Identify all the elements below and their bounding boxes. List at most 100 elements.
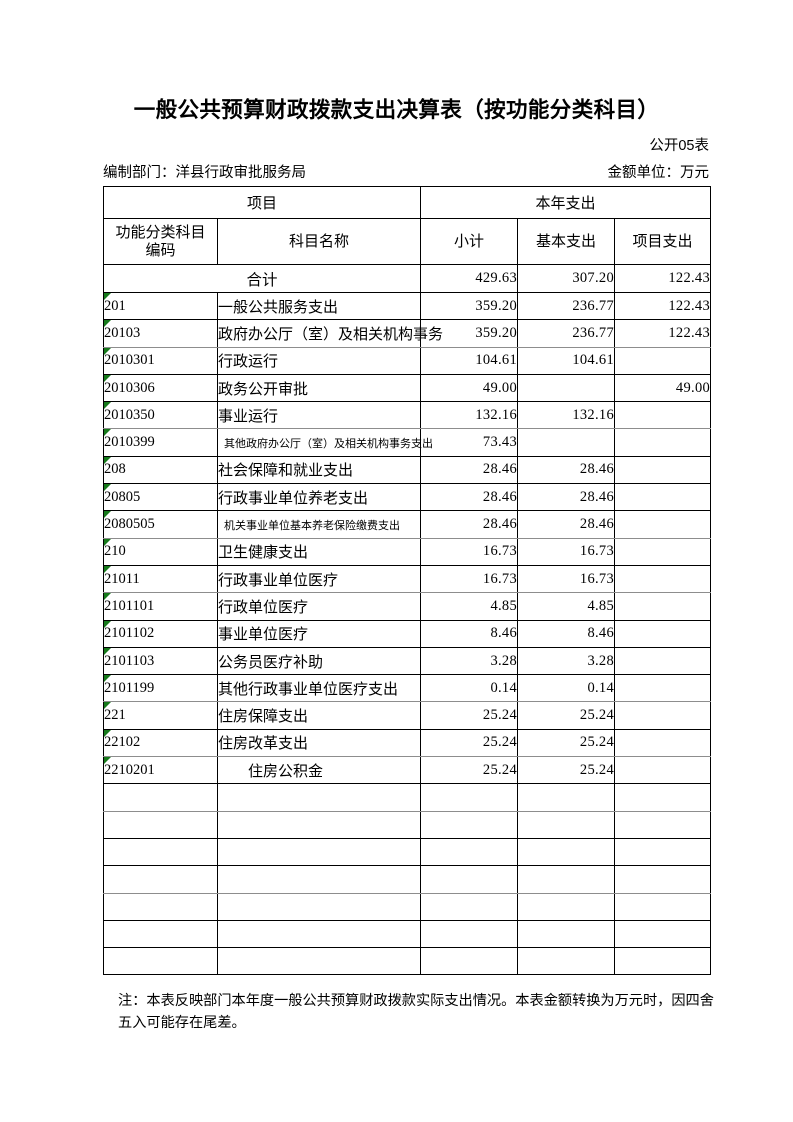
table-row: 2010306 政务公开审批 49.00 49.00	[103, 373, 712, 403]
cell-project-expenditure	[614, 646, 712, 676]
cell-function-code	[103, 865, 218, 894]
cell-subtotal: 359.20	[420, 319, 519, 348]
table-row: 221 住房保障支出 25.24 25.24	[103, 701, 712, 730]
cell-subject-name	[216, 947, 422, 976]
cell-basic-expenditure: 28.46	[517, 510, 616, 539]
cell-function-code: 208	[103, 455, 218, 485]
cell-basic-expenditure	[517, 837, 616, 867]
cell-subtotal: 3.28	[420, 646, 519, 676]
cell-project-expenditure	[614, 346, 712, 375]
cell-function-code: 2101199	[103, 674, 218, 703]
cell-subject-name: 住房改革支出	[216, 728, 422, 758]
cell-function-code: 201	[103, 291, 218, 321]
cell-project-expenditure: 122.43	[614, 291, 712, 321]
cell-project-expenditure	[614, 837, 712, 867]
cell-basic-expenditure	[517, 373, 616, 403]
table-row: 201 一般公共服务支出 359.20 236.77 122.43	[103, 291, 712, 321]
text-number-warning-icon	[104, 402, 111, 410]
table-empty-row	[103, 865, 712, 894]
cell-basic-expenditure: 28.46	[517, 483, 616, 512]
cell-basic-expenditure: 132.16	[517, 401, 616, 430]
cell-subject-name: 行政运行	[216, 346, 422, 375]
cell-subject-name: 住房公积金	[216, 756, 422, 785]
cell-subtotal: 49.00	[420, 373, 519, 403]
cell-project-expenditure	[614, 783, 712, 812]
cell-basic-expenditure: 236.77	[517, 291, 616, 321]
cell-function-code: 2101103	[103, 646, 218, 676]
table-row: 20103 政府办公厅（室）及相关机构事务 359.20 236.77 122.43	[103, 319, 712, 348]
cell-basic-expenditure: 16.73	[517, 537, 616, 566]
text-number-warning-icon	[104, 729, 111, 737]
header-basic-expenditure: 基本支出	[517, 218, 616, 265]
table-row: 2101199 其他行政事业单位医疗支出 0.14 0.14	[103, 674, 712, 703]
cell-project-expenditure	[614, 865, 712, 894]
text-number-warning-icon	[104, 456, 111, 464]
text-number-warning-icon	[104, 429, 111, 437]
cell-function-code: 2210201	[103, 756, 218, 785]
cell-function-code: 21011	[103, 564, 218, 594]
table-body: 项目 本年支出 功能分类科目 编码 科目名称 小计 基本支出 项目支出 合计 4…	[102, 186, 712, 976]
cell-function-code: 210	[103, 537, 218, 566]
text-number-warning-icon	[104, 565, 111, 573]
cell-function-code: 2010301	[103, 346, 218, 375]
text-number-warning-icon	[104, 620, 111, 628]
cell-basic-expenditure: 104.61	[517, 346, 616, 375]
cell-subject-name: 机关事业单位基本养老保险缴费支出	[216, 510, 422, 539]
text-number-warning-icon	[104, 538, 111, 546]
cell-subtotal: 104.61	[420, 346, 519, 375]
table-empty-row	[103, 947, 712, 976]
expenditure-table: 项目 本年支出 功能分类科目 编码 科目名称 小计 基本支出 项目支出 合计 4…	[102, 186, 712, 976]
cell-subject-name	[216, 919, 422, 949]
page-title: 一般公共预算财政拨款支出决算表（按功能分类科目）	[133, 98, 660, 122]
cell-basic-expenditure: 16.73	[517, 564, 616, 594]
table-row: 2101102 事业单位医疗 8.46 8.46	[103, 619, 712, 648]
table-row: 2010350 事业运行 132.16 132.16	[103, 401, 712, 430]
table-footnote: 注：本表反映部门本年度一般公共预算财政拨款实际支出情况。本表金额转换为万元时，因…	[118, 993, 714, 1031]
cell-project-expenditure: 49.00	[614, 373, 712, 403]
cell-function-code	[103, 837, 218, 867]
cell-basic-expenditure	[517, 865, 616, 894]
cell-basic-expenditure	[517, 810, 616, 839]
total-basic: 307.20	[517, 264, 616, 293]
cell-subtotal: 28.46	[420, 483, 519, 512]
cell-subject-name: 行政单位医疗	[216, 592, 422, 621]
text-number-warning-icon	[104, 702, 111, 710]
table-row: 21011 行政事业单位医疗 16.73 16.73	[103, 564, 712, 594]
cell-project-expenditure	[614, 537, 712, 566]
cell-project-expenditure	[614, 455, 712, 485]
cell-function-code: 20103	[103, 319, 218, 348]
cell-project-expenditure	[614, 810, 712, 839]
cell-basic-expenditure	[517, 428, 616, 457]
text-number-warning-icon	[104, 675, 111, 683]
header-function-code-line1: 功能分类科目	[115, 224, 206, 242]
cell-subtotal: 16.73	[420, 564, 519, 594]
text-number-warning-icon	[104, 374, 111, 382]
cell-subtotal	[420, 837, 519, 867]
table-empty-row	[103, 810, 712, 839]
cell-project-expenditure	[614, 756, 712, 785]
cell-subtotal: 4.85	[420, 592, 519, 621]
header-subtotal: 小计	[420, 218, 519, 265]
table-row: 2010399 其他政府办公厅（室）及相关机构事务支出 73.43	[103, 428, 712, 457]
cell-subtotal: 25.24	[420, 756, 519, 785]
cell-subtotal: 25.24	[420, 701, 519, 730]
header-function-code-line2: 编码	[145, 241, 176, 259]
table-row: 22102 住房改革支出 25.24 25.24	[103, 728, 712, 758]
cell-function-code	[103, 947, 218, 976]
cell-function-code: 221	[103, 701, 218, 730]
cell-function-code: 22102	[103, 728, 218, 758]
table-row: 20805 行政事业单位养老支出 28.46 28.46	[103, 483, 712, 512]
cell-function-code	[103, 783, 218, 812]
cell-subtotal: 0.14	[420, 674, 519, 703]
cell-project-expenditure: 122.43	[614, 319, 712, 348]
header-function-code: 功能分类科目 编码	[103, 218, 218, 265]
cell-subtotal	[420, 919, 519, 949]
table-row: 2080505 机关事业单位基本养老保险缴费支出 28.46 28.46	[103, 510, 712, 539]
table-empty-row	[103, 783, 712, 812]
total-project: 122.43	[614, 264, 712, 293]
cell-basic-expenditure	[517, 783, 616, 812]
cell-subject-name	[216, 892, 422, 921]
cell-basic-expenditure: 0.14	[517, 674, 616, 703]
header-group-item: 项目	[102, 186, 422, 219]
